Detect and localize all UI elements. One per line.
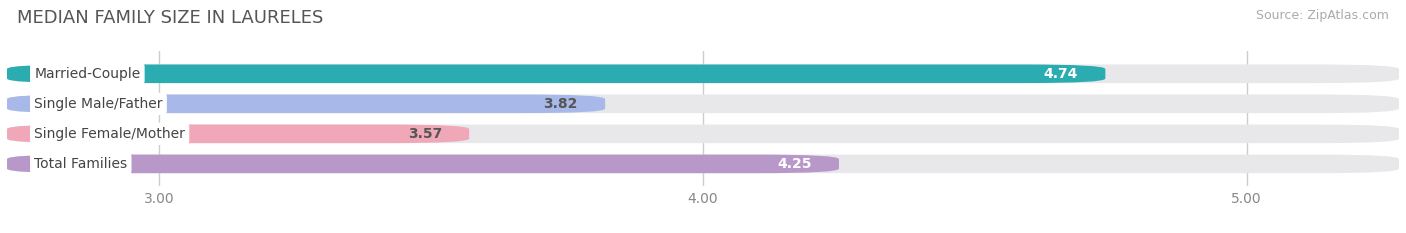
FancyBboxPatch shape [7, 124, 1399, 143]
Text: Total Families: Total Families [34, 157, 128, 171]
Text: MEDIAN FAMILY SIZE IN LAURELES: MEDIAN FAMILY SIZE IN LAURELES [17, 9, 323, 27]
FancyBboxPatch shape [7, 95, 1399, 113]
Text: 4.74: 4.74 [1043, 67, 1078, 81]
Text: Single Female/Mother: Single Female/Mother [34, 127, 186, 141]
FancyBboxPatch shape [7, 124, 470, 143]
FancyBboxPatch shape [7, 154, 1399, 173]
Text: 4.25: 4.25 [778, 157, 811, 171]
FancyBboxPatch shape [7, 65, 1105, 83]
FancyBboxPatch shape [7, 95, 605, 113]
Text: Single Male/Father: Single Male/Father [34, 97, 163, 111]
FancyBboxPatch shape [7, 65, 1399, 83]
Text: 3.57: 3.57 [408, 127, 441, 141]
FancyBboxPatch shape [7, 154, 839, 173]
Text: 3.82: 3.82 [544, 97, 578, 111]
Text: Source: ZipAtlas.com: Source: ZipAtlas.com [1256, 9, 1389, 22]
Text: Married-Couple: Married-Couple [34, 67, 141, 81]
